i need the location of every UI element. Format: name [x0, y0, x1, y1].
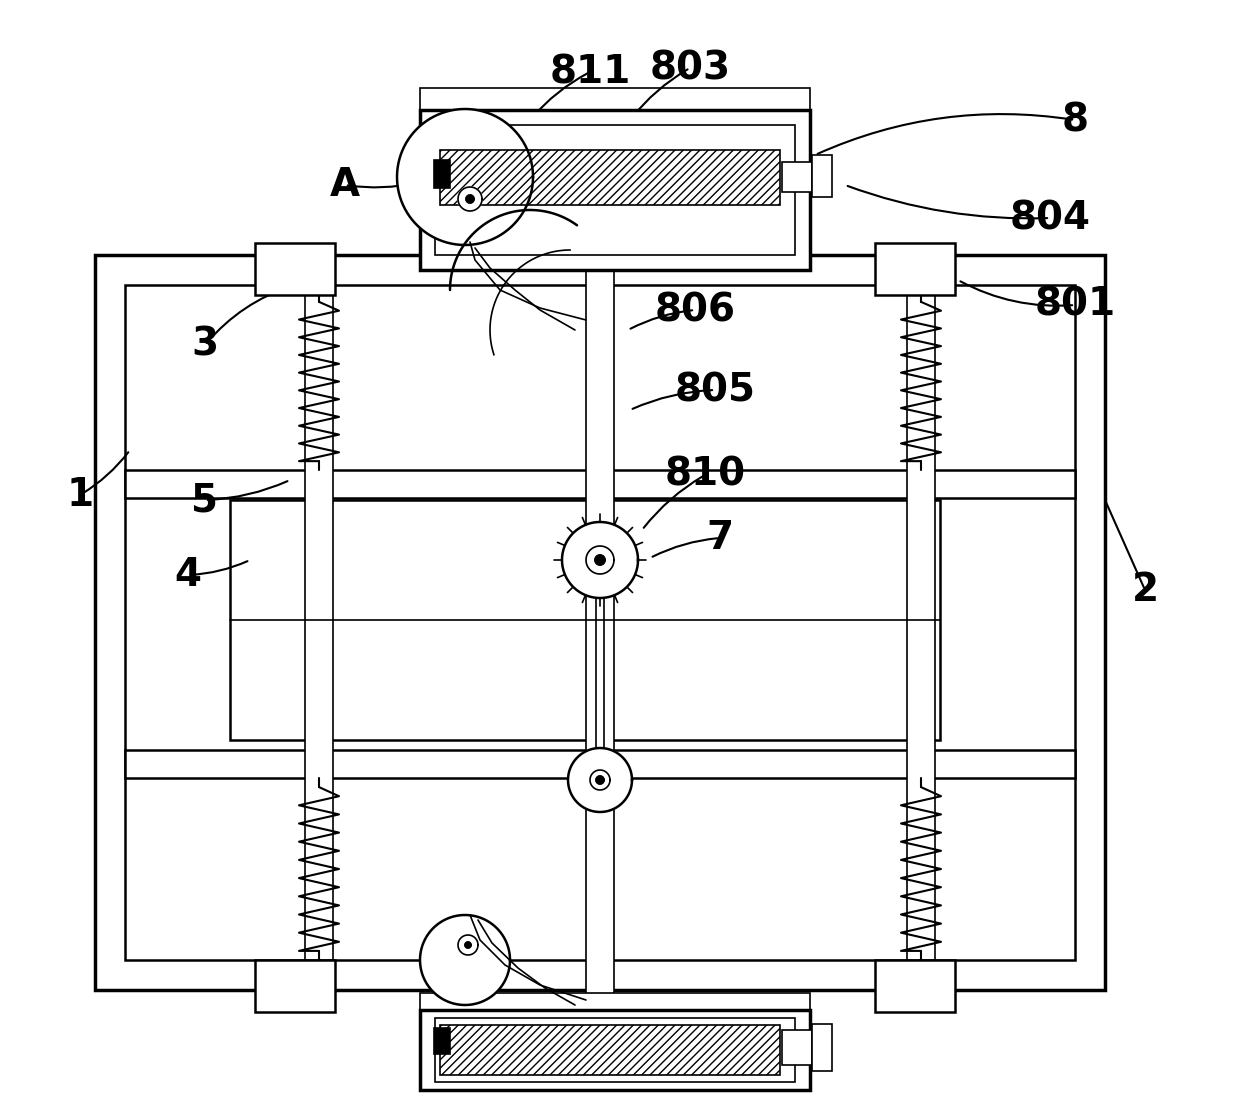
Bar: [435, 125, 795, 255]
Text: 805: 805: [675, 371, 755, 408]
Text: 810: 810: [665, 456, 745, 494]
Bar: [782, 163, 812, 192]
Polygon shape: [595, 554, 605, 565]
Polygon shape: [596, 776, 604, 784]
Text: 801: 801: [1034, 285, 1116, 324]
Text: 811: 811: [549, 53, 631, 91]
Polygon shape: [590, 770, 610, 789]
Text: 803: 803: [650, 49, 730, 87]
Bar: [812, 155, 832, 197]
Bar: [420, 110, 810, 270]
Polygon shape: [562, 522, 639, 598]
Text: 7: 7: [707, 519, 734, 557]
Text: 806: 806: [655, 291, 735, 329]
Bar: [782, 1030, 812, 1065]
Text: 5: 5: [191, 481, 218, 519]
Bar: [875, 243, 955, 295]
Bar: [125, 285, 1075, 960]
Bar: [435, 1018, 795, 1082]
Polygon shape: [465, 942, 471, 948]
Text: 4: 4: [175, 556, 201, 594]
Polygon shape: [466, 195, 474, 203]
Bar: [95, 255, 1105, 990]
Bar: [255, 960, 335, 1012]
Bar: [434, 160, 450, 188]
Bar: [305, 285, 334, 960]
Text: 804: 804: [1009, 199, 1090, 237]
Text: 1: 1: [67, 477, 93, 514]
Bar: [906, 285, 935, 960]
Text: 8: 8: [1061, 101, 1089, 139]
Bar: [812, 1024, 832, 1071]
Polygon shape: [568, 748, 632, 813]
Polygon shape: [587, 546, 614, 574]
Bar: [255, 243, 335, 295]
Polygon shape: [458, 935, 477, 955]
Bar: [420, 88, 810, 113]
Bar: [587, 270, 614, 1030]
Bar: [420, 993, 810, 1011]
Text: 2: 2: [1131, 571, 1158, 609]
Bar: [440, 150, 780, 205]
Polygon shape: [420, 915, 510, 1005]
Bar: [125, 750, 1075, 778]
Bar: [125, 470, 1075, 498]
Bar: [440, 1026, 780, 1075]
Bar: [434, 1028, 450, 1054]
Bar: [229, 500, 940, 740]
Text: 3: 3: [191, 326, 218, 365]
Bar: [875, 960, 955, 1012]
Bar: [420, 1010, 810, 1090]
Polygon shape: [458, 187, 482, 211]
Text: A: A: [330, 166, 360, 204]
Polygon shape: [397, 109, 533, 245]
